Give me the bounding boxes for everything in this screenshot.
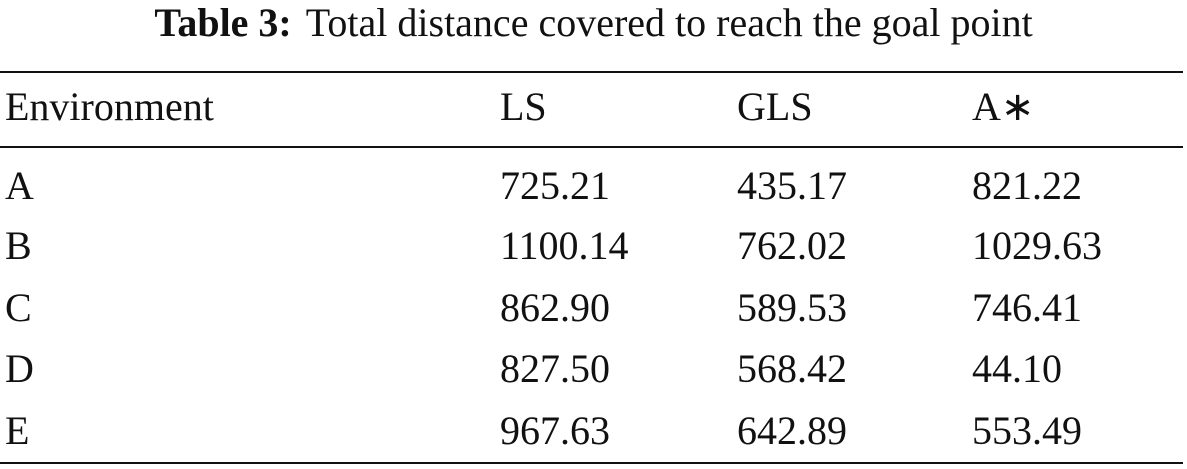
table-cell: 553.49 xyxy=(972,408,1082,453)
table-cell: 568.42 xyxy=(737,346,847,391)
table-cell: 762.02 xyxy=(737,223,847,268)
table-cell: 725.21 xyxy=(500,163,610,208)
bottom-rule xyxy=(0,462,1183,464)
table-cell: C xyxy=(5,285,32,330)
top-rule xyxy=(0,71,1183,73)
table-cell: 1029.63 xyxy=(972,223,1102,268)
table-cell: 827.50 xyxy=(500,346,610,391)
table-cell: 44.10 xyxy=(972,346,1062,391)
header-cell: LS xyxy=(500,84,547,129)
table-cell: A xyxy=(5,163,34,208)
caption-label: Table 3: xyxy=(154,0,292,45)
table-cell: 1100.14 xyxy=(500,223,629,268)
table-cell: 821.22 xyxy=(972,163,1082,208)
mid-rule xyxy=(0,146,1183,148)
table-cell: E xyxy=(5,408,30,453)
caption: Table 3: Total distance covered to reach … xyxy=(0,0,1187,46)
table-cell: D xyxy=(5,346,34,391)
header-cell: Environment xyxy=(5,84,214,129)
header-cell: A∗ xyxy=(972,84,1035,129)
table-cell: 746.41 xyxy=(972,285,1082,330)
header-cell: GLS xyxy=(737,84,813,129)
caption-text: Total distance covered to reach the goal… xyxy=(305,0,1033,45)
table-cell: 589.53 xyxy=(737,285,847,330)
table-cell: 435.17 xyxy=(737,163,847,208)
table-cell: B xyxy=(5,223,32,268)
table-cell: 862.90 xyxy=(500,285,610,330)
table-cell: 967.63 xyxy=(500,408,610,453)
table-cell: 642.89 xyxy=(737,408,847,453)
